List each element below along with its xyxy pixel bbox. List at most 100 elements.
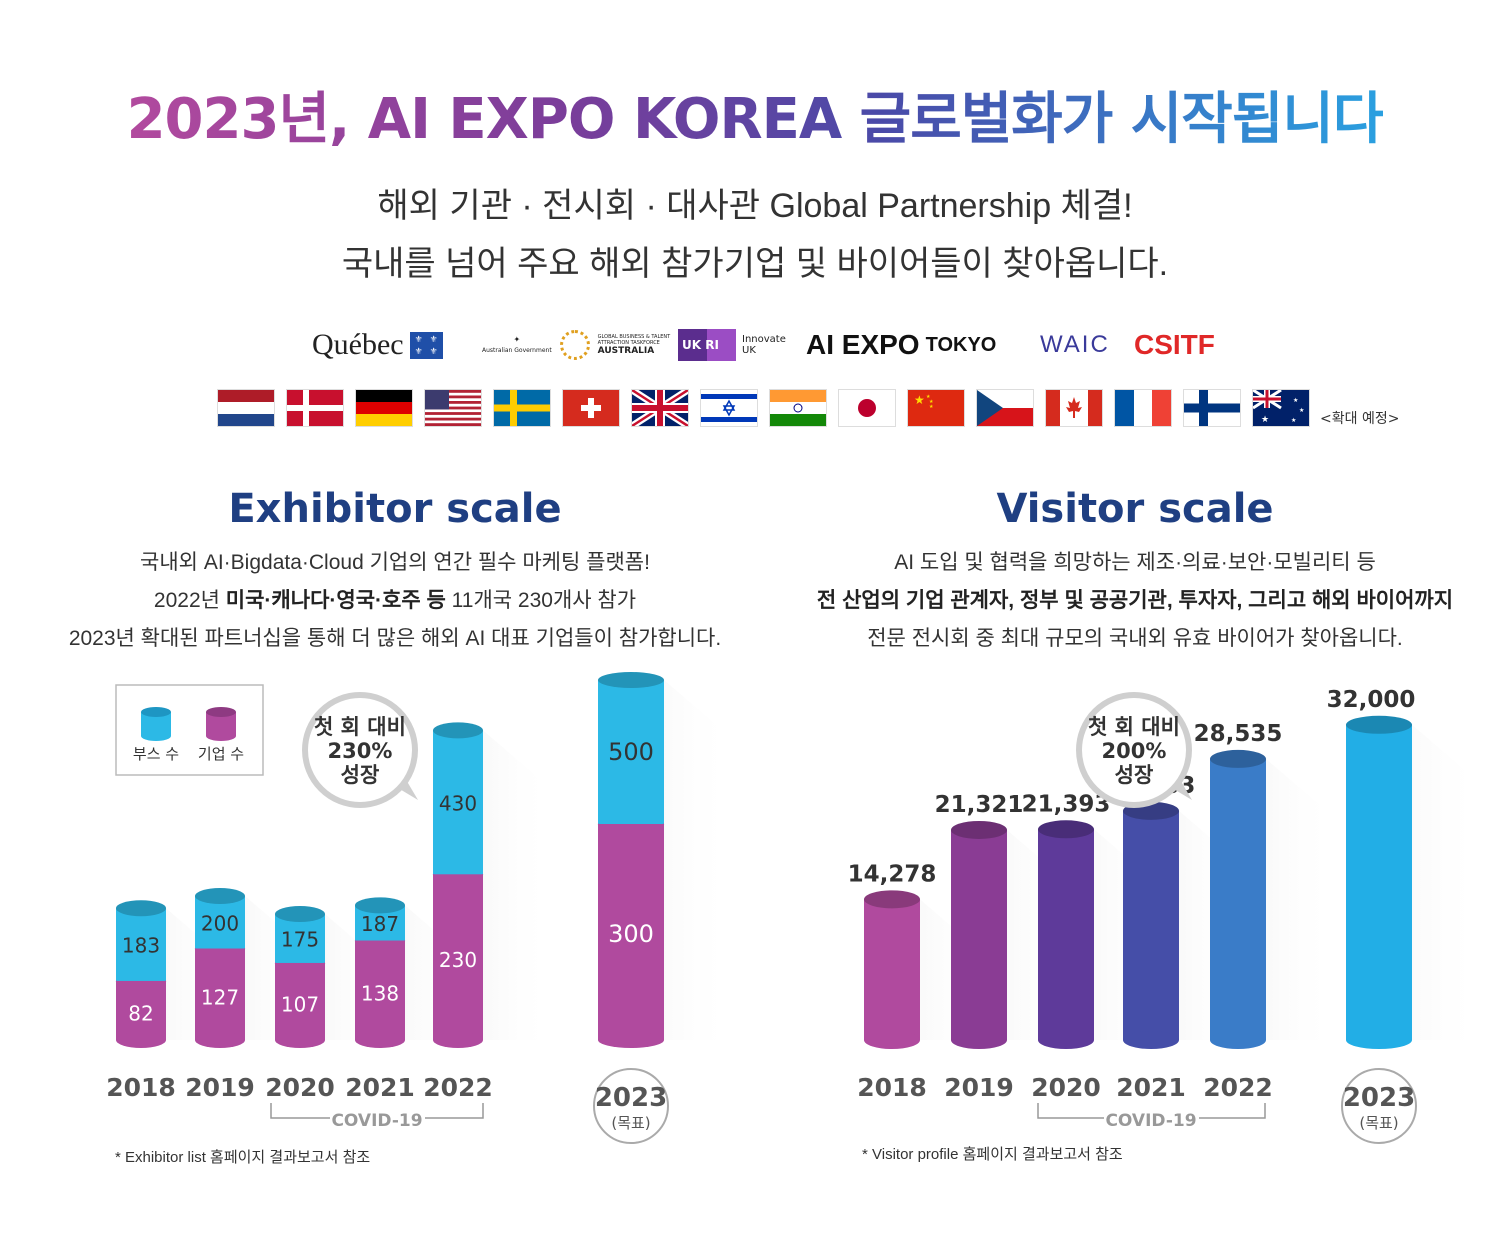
switzerland-flag [563,390,619,426]
visitor-description: AI 도입 및 협력을 희망하는 제조·의료·보안·모빌리티 등 전 산업의 기… [775,544,1495,658]
visitor-desc-line-1: AI 도입 및 협력을 희망하는 제조·의료·보안·모빌리티 등 [894,551,1376,574]
visitor-desc-line-3: 전문 전시회 중 최대 규모의 국내외 유효 바이어가 찾아옵니다. [867,627,1403,650]
year-label: 2019 [944,1073,1014,1102]
covid-label-visitor: COVID-19 [1105,1111,1196,1131]
page-title-text: 2023년, AI EXPO KOREA 글로벌화가 시작됩니다 [126,87,1385,152]
waic-logo: WAIC [1040,322,1110,368]
svg-text:★: ★ [1291,417,1296,424]
australia-ring-icon [559,330,590,360]
visitor-value-label: 28,535 [1194,721,1283,747]
exhibitor-target-badge: 2023 (목표) [593,1068,669,1144]
uk-flag [632,390,688,426]
booth-value-label: 175 [281,927,319,951]
aus-program-text: GLOBAL BUSINESS & TALENT ATTRACTION TASK… [598,334,678,356]
exhibitor-desc-line-3: 2023년 확대된 파트너십을 통해 더 많은 해외 AI 대표 기업들이 참가… [68,627,722,650]
ex-target-year: 2023 [595,1083,667,1113]
company-bar-2021 [354,940,406,1048]
expand-note: <확대 예정> [1320,411,1400,427]
israel-flag [701,390,757,426]
canada-flag [1046,390,1102,426]
ai-expo-sub: TOKYO [925,333,997,356]
visitor-title: Visitor scale [996,486,1274,532]
legend-box [115,684,264,776]
company-value-label: 138 [361,981,399,1005]
booth-value-label: 500 [608,738,654,766]
aus-gov-text: Australian Government [482,346,552,354]
company-value-label: 107 [281,992,319,1016]
year-label: 2020 [1031,1073,1101,1102]
legend-booth-icon [141,707,171,741]
company-value-label: 127 [201,985,239,1009]
ex-bubble-line-3: 성장 [341,763,380,787]
year-label: 2018 [857,1073,927,1102]
visitor-target-badge: 2023 (목표) [1341,1068,1417,1144]
visitor-bar-2021 [1123,801,1179,1049]
page-title: 2023년, AI EXPO KOREA 글로벌화가 시작됩니다 [0,80,1510,160]
visitor-value-label: 32,000 [1327,687,1416,713]
aus-name-label: AUSTRALIA [597,346,655,356]
csitf-text: CSITF [1134,329,1215,360]
year-label: 2021 [345,1073,415,1102]
australia-logo: ✦ Australian Government GLOBAL BUSINESS &… [482,322,678,368]
visitor-value-label: 21,321 [935,792,1024,818]
germany-flag [356,390,412,426]
visitor-desc-line-2: 전 산업의 기업 관계자, 정부 및 공공기관, 투자자, 그리고 해외 바이어… [775,582,1495,620]
vi-target-year: 2023 [1343,1083,1415,1113]
year-label: 2018 [106,1073,176,1102]
company-value-label: 300 [608,920,654,948]
legend-company-icon [206,707,236,741]
year-label: 2022 [1203,1073,1273,1102]
visitor-bar-2020 [1038,820,1094,1049]
company-bar-2018 [115,980,167,1048]
quebec-flag-icon: ⚜ ⚜ ⚜ ⚜ [409,331,443,359]
company-bar-2019 [194,948,246,1048]
subtitle-line-1: 해외 기관 · 전시회 · 대사관 Global Partnership 체결! [377,187,1133,225]
company-value-label: 230 [439,948,477,972]
finland-flag [1184,390,1240,426]
usa-flag [425,390,481,426]
ex-target-label: (목표) [611,1114,650,1132]
visitor-value-label: 14,278 [848,861,937,887]
booth-value-label: 183 [122,934,160,958]
year-label: 2022 [423,1073,493,1102]
csitf-logo: CSITF [1134,322,1215,368]
france-flag [1115,390,1171,426]
year-label: 2020 [265,1073,335,1102]
svg-text:★: ★ [926,394,931,400]
visitor-chart: 14,278201821,321201921,393202023,2632021… [848,687,1482,1144]
vi-target-label: (목표) [1359,1114,1398,1132]
japan-flag [839,390,895,426]
ex-bubble-line-1: 첫 회 대비 [314,715,406,739]
legend-company-label: 기업 수 [198,745,244,763]
india-flag [770,390,826,426]
company-bar-2022 [432,873,484,1048]
year-label: 2019 [185,1073,255,1102]
company-value-label: 82 [128,1001,153,1025]
exhibitor-desc-2-pre: 2022년 [153,589,226,612]
svg-text:★: ★ [929,404,934,410]
booth-value-label: 430 [439,791,477,815]
exhibitor-chart: 183 82 2018 200 127 2019 175 107 2020 187 138 2021 4… [106,672,734,1144]
exhibitor-note: * Exhibitor list 홈페이지 결과보고서 참조 [115,1149,371,1166]
legend-booth-label: 부스 수 [133,745,179,763]
vi-bubble-line-1: 첫 회 대비 [1088,715,1180,739]
svg-text:★: ★ [929,399,934,405]
visitor-bar-2023 [1346,715,1412,1049]
booth-value-label: 187 [361,912,399,936]
china-flag: ★ ★ ★ ★ [908,390,964,426]
year-label: 2021 [1116,1073,1186,1102]
svg-text:★: ★ [1293,397,1298,404]
ai-expo-tokyo-logo: AI EXPO TOKYO [806,322,996,368]
subtitle-line-2: 국내를 넘어 주요 해외 참가기업 및 바이어들이 찾아옵니다. [341,245,1169,283]
exhibitor-desc-2-post: 11개국 230개사 참가 [445,589,637,612]
visitor-growth-bubble: 첫 회 대비 200% 성장 [1076,692,1192,808]
svg-text:★: ★ [1299,407,1304,414]
quebec-logo-text: Québec [312,328,404,361]
covid-label: COVID-19 [331,1111,422,1131]
australia-flag: ★ ★ ★ ★ [1253,390,1309,426]
ai-expo-main: AI EXPO [806,329,920,360]
vi-bubble-line-3: 성장 [1115,763,1154,787]
czech-flag [977,390,1033,426]
company-bar-2023 [597,823,665,1048]
quebec-logo: Québec ⚜ ⚜ ⚜ ⚜ [312,322,443,368]
